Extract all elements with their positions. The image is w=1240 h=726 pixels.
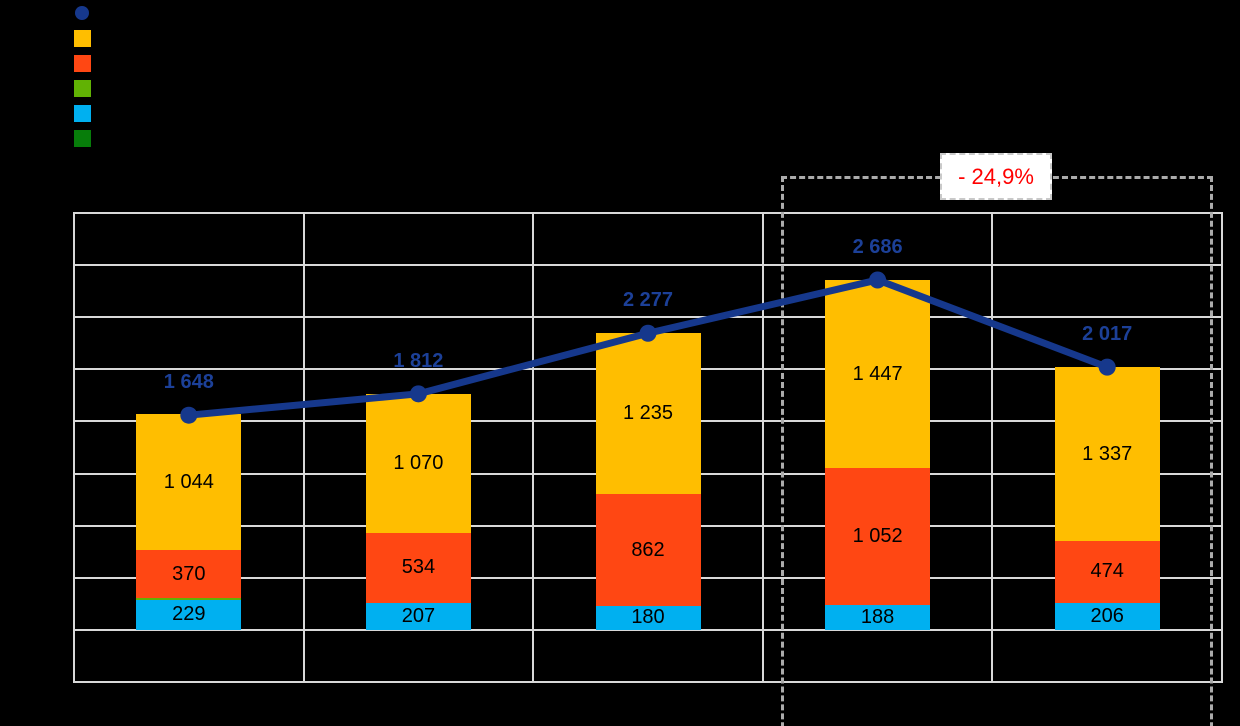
total-line-label: 2 277 — [622, 289, 674, 312]
grid-line-vertical — [761, 212, 764, 683]
grid-line-vertical — [73, 212, 75, 683]
bar-segment-orange-label: 534 — [401, 556, 436, 579]
total-line-label: 2 017 — [1082, 323, 1133, 346]
bar-segment-yellow-label: 1 337 — [1082, 443, 1133, 466]
bar-segment-orange-label: 474 — [1090, 560, 1124, 583]
bar-segment-orange — [136, 549, 242, 599]
grid-line-vertical — [302, 212, 305, 683]
bar-segment-orange-label: 1 052 — [852, 525, 903, 548]
grid-line-horizontal — [73, 264, 1223, 267]
bar-segment-cyan-label: 188 — [860, 606, 895, 629]
bar-segment-yellow-label: 1 235 — [622, 402, 674, 425]
legend-marker-stack-series-orange — [74, 55, 91, 72]
bar-segment-orange — [1054, 541, 1160, 604]
legend-marker-total-line — [75, 6, 89, 20]
bar-segment-cyan-label: 207 — [401, 604, 436, 627]
bar-segment-yellow-label: 1 070 — [393, 451, 444, 474]
bar-segment-green — [136, 598, 242, 601]
bar-segment-cyan — [136, 600, 242, 630]
bar-segment-cyan — [365, 602, 471, 630]
bar-segment-cyan — [825, 605, 931, 630]
grid-line-vertical — [1221, 212, 1223, 683]
grid-line-horizontal — [73, 628, 1223, 631]
total-line-label: 1 648 — [163, 371, 214, 394]
legend-marker-stack-series-green — [74, 80, 91, 97]
legend-marker-stack-series-yellow — [74, 30, 91, 47]
change-annotation-box: - 24,9% — [940, 153, 1052, 200]
legend-marker-stack-series-cyan — [74, 105, 91, 122]
bar-segment-cyan-label: 206 — [1090, 605, 1124, 628]
bar-segment-yellow — [136, 413, 242, 550]
bar-segment-yellow-label: 1 447 — [852, 362, 903, 385]
bar-segment-orange-label: 370 — [172, 562, 206, 585]
bar-segment-orange — [365, 533, 471, 603]
total-line-label: 2 686 — [852, 235, 903, 258]
bar-segment-cyan-label: 229 — [172, 603, 206, 626]
grid-line-vertical — [991, 212, 994, 683]
bar-segment-cyan-label: 180 — [631, 606, 665, 629]
bar-segment-yellow-label: 1 044 — [163, 470, 214, 493]
grid-line-horizontal — [73, 681, 1223, 683]
bar-segment-orange — [825, 468, 931, 606]
grid-line-horizontal — [73, 212, 1223, 214]
bar-segment-orange — [595, 494, 701, 607]
total-line-label: 1 812 — [393, 349, 444, 372]
bar-segment-cyan — [1054, 603, 1160, 630]
legend-marker-stack-series-dark-green — [74, 130, 91, 147]
bar-segment-cyan — [595, 606, 701, 630]
change-annotation-label: - 24,9% — [958, 163, 1034, 189]
grid-line-vertical — [532, 212, 535, 683]
bar-segment-orange-label: 862 — [631, 539, 665, 562]
